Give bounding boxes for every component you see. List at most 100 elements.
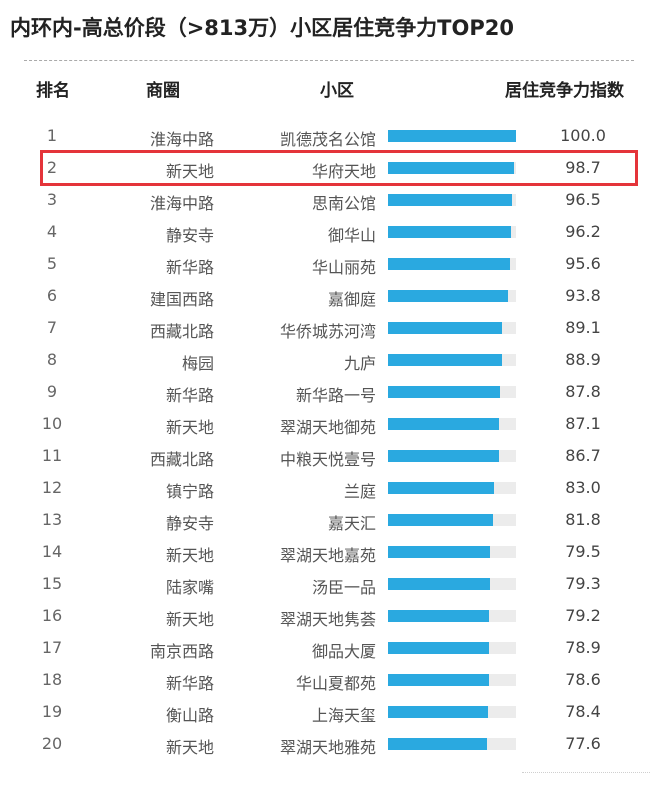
watermark bbox=[522, 772, 650, 773]
score-bar bbox=[388, 546, 490, 558]
rank-label: 16 bbox=[41, 606, 63, 625]
community-label: 嘉御庭 bbox=[327, 290, 376, 309]
score-bar bbox=[388, 322, 503, 334]
table-row: 3 淮海中路 思南公馆 96.5 bbox=[0, 184, 661, 216]
rank-label: 17 bbox=[41, 638, 63, 657]
table-row: 5 新华路 华山丽苑 95.6 bbox=[0, 248, 661, 280]
district-label: 建国西路 bbox=[149, 290, 214, 309]
district-label: 静安寺 bbox=[165, 514, 214, 533]
district-label: 新天地 bbox=[165, 738, 214, 757]
bar-track bbox=[388, 354, 516, 366]
rank-label: 11 bbox=[41, 446, 63, 465]
bar-track bbox=[388, 162, 516, 174]
score-bar bbox=[388, 674, 489, 686]
score-label: 79.2 bbox=[565, 606, 601, 625]
bar-track bbox=[388, 290, 516, 302]
community-label: 翠湖天地嘉苑 bbox=[279, 546, 376, 565]
rank-label: 2 bbox=[46, 158, 58, 177]
score-bar bbox=[388, 578, 490, 590]
district-label: 梅园 bbox=[181, 354, 214, 373]
rank-label: 10 bbox=[41, 414, 63, 433]
community-label: 翠湖天地隽荟 bbox=[279, 610, 376, 629]
district-label: 西藏北路 bbox=[149, 450, 214, 469]
rank-label: 18 bbox=[41, 670, 63, 689]
community-label: 华侨城苏河湾 bbox=[279, 322, 376, 341]
table-row: 10 新天地 翠湖天地御苑 87.1 bbox=[0, 408, 661, 440]
rank-label: 6 bbox=[46, 286, 58, 305]
district-label: 南京西路 bbox=[149, 642, 214, 661]
bar-track bbox=[388, 514, 516, 526]
column-header-score: 居住竞争力指数 bbox=[505, 81, 624, 101]
table-row: 12 镇宁路 兰庭 83.0 bbox=[0, 472, 661, 504]
score-label: 95.6 bbox=[565, 254, 601, 273]
community-label: 御华山 bbox=[327, 226, 376, 245]
table-row: 11 西藏北路 中粮天悦壹号 86.7 bbox=[0, 440, 661, 472]
bar-track bbox=[388, 386, 516, 398]
rank-label: 20 bbox=[41, 734, 63, 753]
score-bar bbox=[388, 482, 495, 494]
district-label: 新天地 bbox=[165, 546, 214, 565]
score-bar bbox=[388, 514, 493, 526]
score-bar bbox=[388, 194, 512, 206]
table-row: 20 新天地 翠湖天地雅苑 77.6 bbox=[0, 728, 661, 760]
score-bar bbox=[388, 354, 502, 366]
score-label: 100.0 bbox=[560, 126, 606, 145]
table-row: 4 静安寺 御华山 96.2 bbox=[0, 216, 661, 248]
title-divider bbox=[24, 60, 634, 61]
table-row: 18 新华路 华山夏都苑 78.6 bbox=[0, 664, 661, 696]
bar-track bbox=[388, 706, 516, 718]
score-bar bbox=[388, 642, 489, 654]
district-label: 新华路 bbox=[165, 258, 214, 277]
bar-track bbox=[388, 194, 516, 206]
score-label: 77.6 bbox=[565, 734, 601, 753]
community-label: 嘉天汇 bbox=[327, 514, 376, 533]
table-row: 9 新华路 新华路一号 87.8 bbox=[0, 376, 661, 408]
community-label: 思南公馆 bbox=[311, 194, 376, 213]
district-label: 新天地 bbox=[165, 610, 214, 629]
highlight-box bbox=[40, 150, 638, 186]
bar-track bbox=[388, 226, 516, 238]
rank-label: 12 bbox=[41, 478, 63, 497]
table-row: 7 西藏北路 华侨城苏河湾 89.1 bbox=[0, 312, 661, 344]
column-header-community: 小区 bbox=[320, 81, 354, 101]
bar-track bbox=[388, 578, 516, 590]
rank-label: 5 bbox=[46, 254, 58, 273]
score-bar bbox=[388, 130, 516, 142]
score-label: 87.1 bbox=[565, 414, 601, 433]
column-header-district: 商圈 bbox=[146, 81, 180, 101]
rank-label: 8 bbox=[46, 350, 58, 369]
table-row: 16 新天地 翠湖天地隽荟 79.2 bbox=[0, 600, 661, 632]
table-row: 1 淮海中路 凯德茂名公馆 100.0 bbox=[0, 120, 661, 152]
community-label: 九庐 bbox=[343, 354, 376, 373]
community-label: 华府天地 bbox=[311, 162, 376, 181]
table-row: 6 建国西路 嘉御庭 93.8 bbox=[0, 280, 661, 312]
rank-label: 1 bbox=[46, 126, 58, 145]
rank-label: 4 bbox=[46, 222, 58, 241]
table-row: 8 梅园 九庐 88.9 bbox=[0, 344, 661, 376]
bar-track bbox=[388, 450, 516, 462]
score-label: 78.4 bbox=[565, 702, 601, 721]
district-label: 新华路 bbox=[165, 386, 214, 405]
community-label: 华山夏都苑 bbox=[295, 674, 376, 693]
rank-label: 15 bbox=[41, 574, 63, 593]
community-label: 翠湖天地雅苑 bbox=[279, 738, 376, 757]
score-label: 79.5 bbox=[565, 542, 601, 561]
community-label: 上海天玺 bbox=[311, 706, 376, 725]
community-label: 汤臣一品 bbox=[311, 578, 376, 597]
rank-label: 7 bbox=[46, 318, 58, 337]
score-bar bbox=[388, 162, 515, 174]
score-bar bbox=[388, 418, 500, 430]
community-label: 御品大厦 bbox=[311, 642, 376, 661]
table-row: 14 新天地 翠湖天地嘉苑 79.5 bbox=[0, 536, 661, 568]
table-row: 15 陆家嘴 汤臣一品 79.3 bbox=[0, 568, 661, 600]
bar-track bbox=[388, 546, 516, 558]
rank-label: 9 bbox=[46, 382, 58, 401]
score-label: 98.7 bbox=[565, 158, 601, 177]
score-bar bbox=[388, 290, 509, 302]
district-label: 新华路 bbox=[165, 674, 214, 693]
bar-track bbox=[388, 482, 516, 494]
score-label: 88.9 bbox=[565, 350, 601, 369]
district-label: 淮海中路 bbox=[149, 194, 214, 213]
district-label: 镇宁路 bbox=[165, 482, 214, 501]
bar-track bbox=[388, 610, 516, 622]
